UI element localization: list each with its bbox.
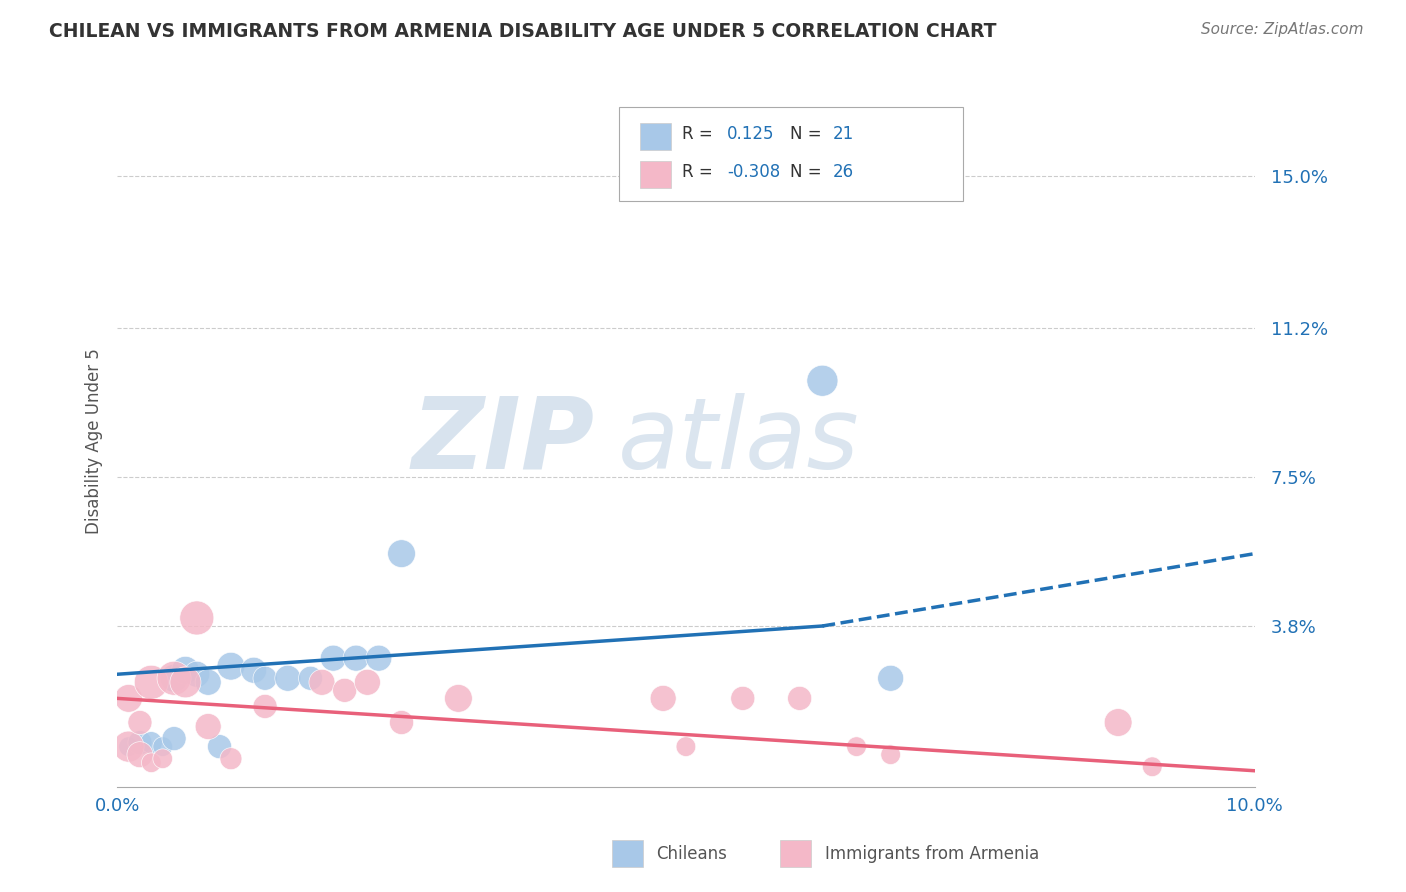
- Point: [811, 374, 834, 388]
- Point: [197, 675, 219, 690]
- Point: [879, 671, 901, 685]
- Point: [391, 715, 413, 730]
- Point: [845, 739, 868, 754]
- Point: [731, 691, 754, 706]
- Point: [367, 651, 389, 665]
- Point: [141, 756, 163, 770]
- Point: [879, 747, 901, 762]
- Text: atlas: atlas: [617, 392, 859, 490]
- Point: [391, 547, 413, 561]
- Point: [344, 651, 367, 665]
- Point: [789, 691, 811, 706]
- Point: [152, 752, 174, 766]
- Y-axis label: Disability Age Under 5: Disability Age Under 5: [86, 348, 103, 534]
- Text: 0.125: 0.125: [727, 125, 775, 143]
- Point: [219, 752, 242, 766]
- Point: [129, 715, 152, 730]
- Point: [356, 675, 378, 690]
- Point: [208, 739, 231, 754]
- Point: [129, 736, 152, 750]
- Point: [163, 731, 186, 746]
- Point: [186, 611, 208, 625]
- Point: [675, 739, 697, 754]
- Point: [333, 683, 356, 698]
- Point: [311, 675, 333, 690]
- Text: Source: ZipAtlas.com: Source: ZipAtlas.com: [1201, 22, 1364, 37]
- Point: [197, 719, 219, 733]
- Point: [174, 663, 197, 677]
- Point: [186, 667, 208, 681]
- Point: [254, 671, 277, 685]
- Text: -0.308: -0.308: [727, 163, 780, 181]
- Text: 21: 21: [832, 125, 853, 143]
- Point: [163, 671, 186, 685]
- Point: [1142, 760, 1164, 774]
- Point: [652, 691, 675, 706]
- Point: [254, 699, 277, 714]
- Point: [141, 675, 163, 690]
- Point: [117, 739, 139, 754]
- Point: [117, 739, 139, 754]
- Point: [174, 675, 197, 690]
- Point: [242, 663, 264, 677]
- Point: [117, 691, 139, 706]
- Point: [1107, 715, 1129, 730]
- Text: N =: N =: [790, 125, 821, 143]
- Point: [129, 747, 152, 762]
- Point: [219, 659, 242, 673]
- Text: CHILEAN VS IMMIGRANTS FROM ARMENIA DISABILITY AGE UNDER 5 CORRELATION CHART: CHILEAN VS IMMIGRANTS FROM ARMENIA DISAB…: [49, 22, 997, 41]
- Point: [299, 671, 322, 685]
- Point: [141, 736, 163, 750]
- Point: [152, 739, 174, 754]
- Point: [447, 691, 470, 706]
- Text: R =: R =: [682, 163, 713, 181]
- Text: N =: N =: [790, 163, 821, 181]
- Text: R =: R =: [682, 125, 713, 143]
- Point: [277, 671, 299, 685]
- Text: ZIP: ZIP: [412, 392, 595, 490]
- Point: [322, 651, 344, 665]
- Text: 26: 26: [832, 163, 853, 181]
- Point: [163, 671, 186, 685]
- Text: Chileans: Chileans: [657, 845, 727, 863]
- Text: Immigrants from Armenia: Immigrants from Armenia: [825, 845, 1039, 863]
